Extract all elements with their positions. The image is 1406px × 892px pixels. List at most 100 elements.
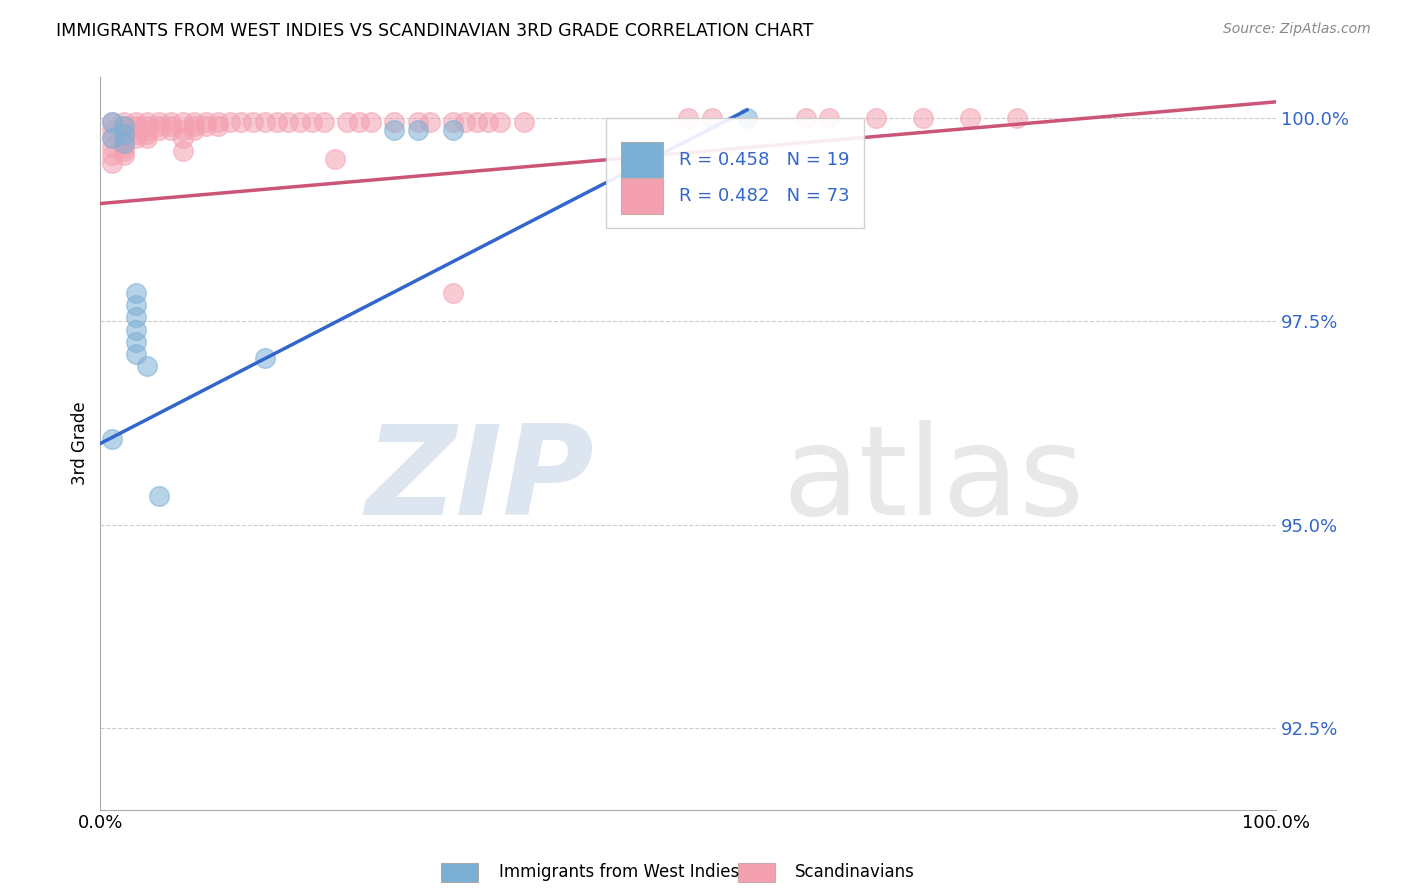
Y-axis label: 3rd Grade: 3rd Grade: [72, 401, 89, 485]
Point: [148, 120, 170, 134]
Point: [136, 123, 159, 137]
Text: Scandinavians: Scandinavians: [794, 863, 914, 881]
Point: [253, 115, 276, 129]
Point: [136, 128, 159, 142]
Point: [124, 285, 146, 300]
Point: [112, 128, 135, 142]
Point: [101, 147, 124, 161]
Point: [112, 139, 135, 153]
Point: [406, 115, 429, 129]
Point: [124, 131, 146, 145]
Point: [172, 123, 194, 137]
Point: [183, 115, 205, 129]
Point: [124, 323, 146, 337]
Point: [112, 115, 135, 129]
Point: [183, 120, 205, 134]
Point: [124, 128, 146, 142]
Point: [347, 115, 370, 129]
Point: [112, 120, 135, 134]
Point: [160, 115, 183, 129]
Point: [195, 115, 218, 129]
Text: Source: ZipAtlas.com: Source: ZipAtlas.com: [1223, 22, 1371, 37]
Point: [160, 123, 183, 137]
Point: [112, 128, 135, 142]
Point: [112, 123, 135, 137]
Point: [207, 120, 229, 134]
Point: [794, 111, 817, 125]
Point: [360, 115, 382, 129]
Point: [477, 115, 499, 129]
Text: R = 0.482   N = 73: R = 0.482 N = 73: [679, 187, 849, 205]
Point: [312, 115, 335, 129]
Point: [441, 123, 464, 137]
Point: [112, 144, 135, 158]
Point: [382, 115, 405, 129]
Point: [148, 123, 170, 137]
FancyBboxPatch shape: [606, 118, 865, 227]
Point: [148, 115, 170, 129]
Point: [865, 111, 887, 125]
Point: [101, 156, 124, 170]
Point: [101, 131, 124, 145]
Point: [912, 111, 935, 125]
Point: [124, 115, 146, 129]
Text: Immigrants from West Indies: Immigrants from West Indies: [499, 863, 740, 881]
FancyBboxPatch shape: [621, 142, 664, 178]
Point: [218, 115, 240, 129]
Point: [266, 115, 288, 129]
Text: atlas: atlas: [782, 419, 1084, 541]
Point: [101, 115, 124, 129]
Point: [136, 120, 159, 134]
Point: [512, 115, 534, 129]
Point: [207, 115, 229, 129]
Point: [136, 131, 159, 145]
Point: [242, 115, 264, 129]
Point: [112, 147, 135, 161]
Point: [325, 152, 347, 166]
Point: [465, 115, 488, 129]
Point: [406, 123, 429, 137]
Point: [136, 115, 159, 129]
Point: [676, 111, 699, 125]
Point: [101, 139, 124, 153]
Point: [172, 144, 194, 158]
Point: [148, 489, 170, 503]
Point: [112, 136, 135, 150]
Point: [818, 111, 841, 125]
Point: [124, 334, 146, 349]
Point: [441, 115, 464, 129]
Text: R = 0.458   N = 19: R = 0.458 N = 19: [679, 151, 849, 169]
Point: [418, 115, 440, 129]
Point: [124, 310, 146, 325]
Point: [336, 115, 359, 129]
Point: [454, 115, 477, 129]
Point: [172, 115, 194, 129]
Point: [700, 111, 723, 125]
Point: [101, 115, 124, 129]
Point: [959, 111, 981, 125]
Point: [735, 111, 758, 125]
Point: [231, 115, 253, 129]
Point: [301, 115, 323, 129]
Point: [101, 131, 124, 145]
Point: [124, 347, 146, 361]
FancyBboxPatch shape: [621, 178, 664, 214]
Point: [183, 123, 205, 137]
Point: [195, 120, 218, 134]
Point: [160, 120, 183, 134]
Point: [441, 285, 464, 300]
Point: [1007, 111, 1029, 125]
Text: ZIP: ZIP: [366, 419, 595, 541]
Point: [112, 120, 135, 134]
Point: [253, 351, 276, 365]
Point: [136, 359, 159, 374]
Point: [172, 131, 194, 145]
Point: [382, 123, 405, 137]
Text: IMMIGRANTS FROM WEST INDIES VS SCANDINAVIAN 3RD GRADE CORRELATION CHART: IMMIGRANTS FROM WEST INDIES VS SCANDINAV…: [56, 22, 814, 40]
Point: [101, 123, 124, 137]
Point: [124, 123, 146, 137]
Point: [124, 120, 146, 134]
Point: [277, 115, 299, 129]
Point: [112, 136, 135, 150]
Point: [112, 131, 135, 145]
